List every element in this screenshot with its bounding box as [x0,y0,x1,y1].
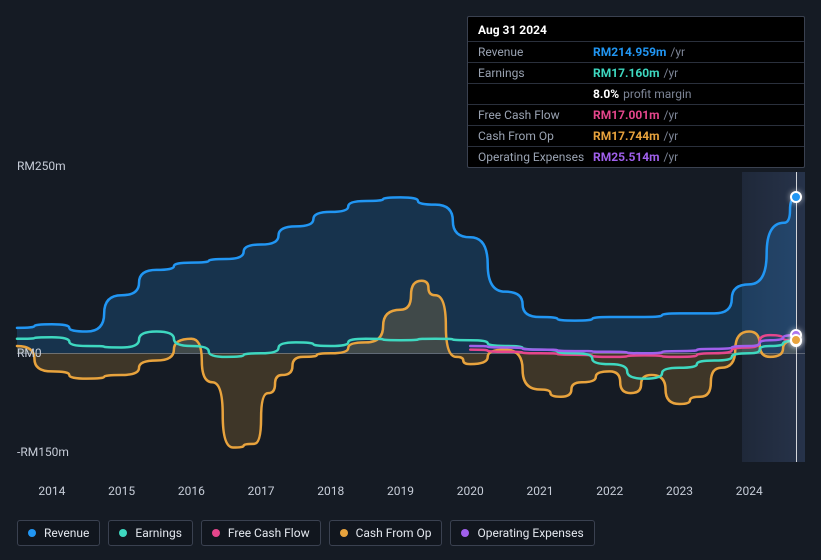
legend-item-label: Earnings [135,526,182,540]
tooltip-row-suffix: /yr [664,150,679,164]
legend-dot-icon [212,529,220,537]
tooltip-row: 8.0% profit margin [468,83,804,104]
x-axis-tick: 2021 [527,484,554,498]
tooltip-row-value: RM214.959m [593,45,666,59]
hover-dot-cash_from_op [790,334,802,346]
tooltip-row-suffix: /yr [670,45,685,59]
tooltip-row-value: RM17.160m [593,66,660,80]
tooltip-row: RevenueRM214.959m/yr [468,41,804,62]
legend-item-free_cash_flow[interactable]: Free Cash Flow [201,520,321,546]
x-axis-tick: 2017 [248,484,275,498]
x-axis-tick: 2018 [317,484,344,498]
y-axis-label-bottom: -RM150m [17,445,69,459]
legend-item-label: Revenue [44,526,89,540]
legend-item-label: Cash From Op [356,526,432,540]
x-axis-tick: 2019 [387,484,414,498]
legend-item-operating_expenses[interactable]: Operating Expenses [450,520,594,546]
tooltip-row: Cash From OpRM17.744m/yr [468,125,804,146]
legend-dot-icon [461,529,469,537]
tooltip-row: Operating ExpensesRM25.514m/yr [468,146,804,167]
tooltip-row-label [478,87,593,101]
x-axis-tick: 2022 [596,484,623,498]
x-axis-tick: 2024 [736,484,763,498]
tooltip-row-suffix: /yr [664,108,679,122]
tooltip-row-label: Operating Expenses [478,150,593,164]
tooltip-row-value: RM25.514m [593,150,660,164]
legend-dot-icon [119,529,127,537]
x-axis-tick: 2016 [178,484,205,498]
legend-item-revenue[interactable]: Revenue [17,520,100,546]
tooltip-row-label: Earnings [478,66,593,80]
x-axis: 2014 2015 2016 2017 2018 2019 2020 2021 2022 2023… [17,484,805,502]
tooltip-row-suffix: /yr [664,129,679,143]
tooltip-row-value: RM17.744m [593,129,660,143]
tooltip-row-label: Cash From Op [478,129,593,143]
tooltip-row-suffix: profit margin [623,87,691,101]
legend-item-earnings[interactable]: Earnings [108,520,193,546]
tooltip-row-label: Revenue [478,45,593,59]
tooltip-date: Aug 31 2024 [468,17,804,41]
tooltip-row-suffix: /yr [664,66,679,80]
legend-item-cash_from_op[interactable]: Cash From Op [329,520,443,546]
x-axis-tick: 2015 [108,484,135,498]
financials-chart[interactable]: RM250m RM0 -RM150m [17,160,805,475]
tooltip-row-value: RM17.001m [593,108,660,122]
legend-item-label: Operating Expenses [477,526,583,540]
tooltip-row-label: Free Cash Flow [478,108,593,122]
tooltip-row: Free Cash FlowRM17.001m/yr [468,104,804,125]
hover-dot-revenue [790,191,802,203]
x-axis-tick: 2014 [38,484,65,498]
tooltip-row: EarningsRM17.160m/yr [468,62,804,83]
chart-legend: Revenue Earnings Free Cash Flow Cash From O… [17,520,595,546]
legend-dot-icon [340,529,348,537]
x-axis-tick: 2020 [457,484,484,498]
chart-series [17,172,805,462]
legend-dot-icon [28,529,36,537]
y-axis-label-top: RM250m [17,159,66,173]
chart-tooltip: Aug 31 2024 RevenueRM214.959m/yrEarnings… [467,16,805,168]
y-axis-label-zero: RM0 [17,346,42,360]
tooltip-row-value: 8.0% [593,87,619,101]
hover-line [796,172,797,462]
legend-item-label: Free Cash Flow [228,526,310,540]
x-axis-tick: 2023 [666,484,693,498]
